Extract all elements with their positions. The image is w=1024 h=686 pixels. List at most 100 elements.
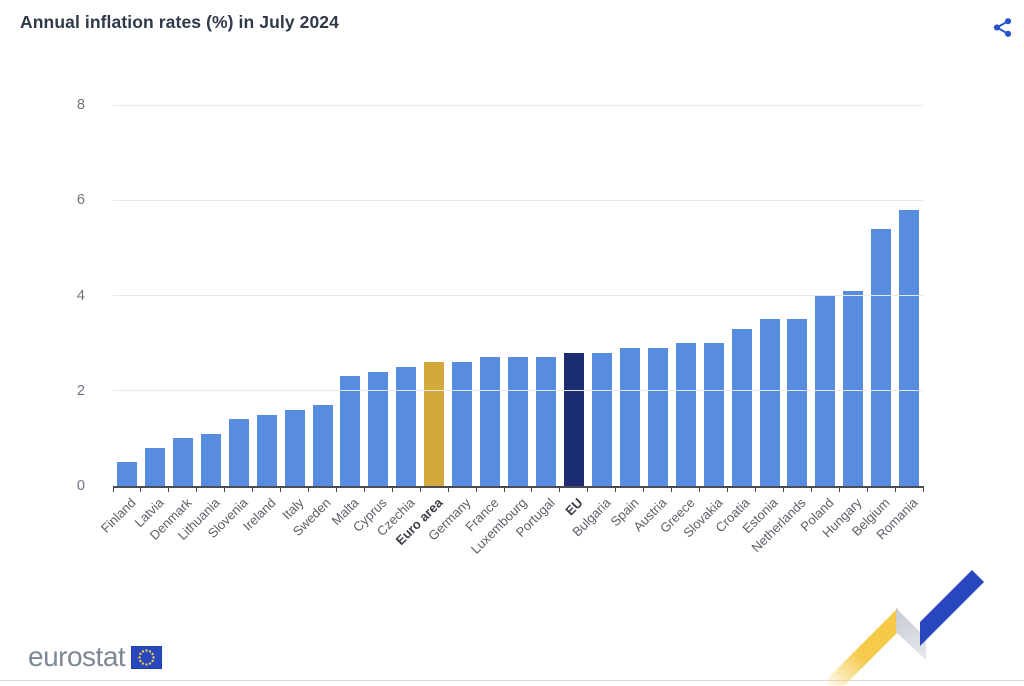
bar-slot <box>448 105 476 486</box>
bar-sweden[interactable] <box>312 405 333 486</box>
bar-hungary[interactable] <box>843 290 864 486</box>
x-axis-tick <box>475 486 477 492</box>
x-axis-tick <box>754 486 756 492</box>
bar-bulgaria[interactable] <box>591 352 612 486</box>
bar-slot <box>504 105 532 486</box>
bar-slot <box>895 105 923 486</box>
bar-lithuania[interactable] <box>200 433 221 486</box>
bar-slot <box>532 105 560 486</box>
bar-romania[interactable] <box>899 209 920 486</box>
x-axis-tick <box>363 486 365 492</box>
bar-belgium[interactable] <box>871 228 892 486</box>
bar-slot <box>839 105 867 486</box>
bar-finland[interactable] <box>116 462 137 486</box>
bar-malta[interactable] <box>340 376 361 486</box>
x-axis-tick <box>559 486 561 492</box>
x-axis-tick <box>391 486 393 492</box>
bar-slot <box>169 105 197 486</box>
x-axis-tick <box>140 486 142 492</box>
page-title: Annual inflation rates (%) in July 2024 <box>20 12 339 32</box>
x-axis-tick <box>419 486 421 492</box>
bar-greece[interactable] <box>675 343 696 486</box>
trend-ribbon-decoration <box>828 570 984 686</box>
x-axis-tick <box>447 486 449 492</box>
bar-slot <box>337 105 365 486</box>
bar-eu[interactable] <box>563 352 584 486</box>
bar-latvia[interactable] <box>144 447 165 486</box>
bar-luxembourg[interactable] <box>508 357 529 486</box>
share-icon <box>993 17 1011 37</box>
x-axis-tick <box>308 486 310 492</box>
bar-estonia[interactable] <box>759 319 780 486</box>
x-axis-tick <box>838 486 840 492</box>
bar-slot <box>364 105 392 486</box>
bar-slot <box>700 105 728 486</box>
bar-czechia[interactable] <box>396 366 417 486</box>
bar-slot <box>644 105 672 486</box>
bar-slot <box>141 105 169 486</box>
x-axis-tick <box>503 486 505 492</box>
bar-netherlands[interactable] <box>787 319 808 486</box>
y-axis-label: 2 <box>76 382 85 399</box>
bar-slot <box>560 105 588 486</box>
x-axis-tick <box>587 486 589 492</box>
x-axis-tick <box>810 486 812 492</box>
bar-slot <box>225 105 253 486</box>
x-axis-tick <box>894 486 896 492</box>
eurostat-logo-text: eurostat <box>28 641 126 672</box>
gridline <box>113 390 923 392</box>
bar-slot <box>281 105 309 486</box>
bar-spain[interactable] <box>619 347 640 486</box>
bar-slot <box>728 105 756 486</box>
x-axis-tick <box>252 486 254 492</box>
bar-slot <box>197 105 225 486</box>
bar-germany[interactable] <box>452 362 473 486</box>
bar-portugal[interactable] <box>536 357 557 486</box>
x-axis-tick <box>531 486 533 492</box>
bar-cyprus[interactable] <box>368 371 389 486</box>
gridline <box>113 295 923 296</box>
x-axis-tick <box>224 486 226 492</box>
y-axis-label: 4 <box>76 287 85 304</box>
bar-denmark[interactable] <box>172 438 193 486</box>
y-axis-label: 8 <box>76 97 85 113</box>
x-axis-tick <box>335 486 337 492</box>
x-axis-tick <box>643 486 645 492</box>
x-axis-tick <box>699 486 701 492</box>
y-axis-label: 6 <box>76 192 85 209</box>
bar-slot <box>616 105 644 486</box>
bars-row <box>113 105 923 486</box>
x-axis-tick <box>782 486 784 492</box>
bar-slot <box>253 105 281 486</box>
bar-france[interactable] <box>480 357 501 486</box>
eu-flag-icon <box>131 645 163 669</box>
bottom-divider <box>0 680 1024 681</box>
bar-slovakia[interactable] <box>703 343 724 486</box>
y-axis-label: 0 <box>76 478 85 494</box>
bar-slot <box>588 105 616 486</box>
bar-italy[interactable] <box>284 409 305 486</box>
bar-slot <box>113 105 141 486</box>
x-axis-tick <box>280 486 282 492</box>
x-axis-tick <box>671 486 673 492</box>
x-axis-tick <box>615 486 617 492</box>
gridline <box>113 104 923 106</box>
x-axis-tick <box>168 486 170 492</box>
eurostat-logo[interactable]: eurostat <box>28 641 163 672</box>
x-axis-tick <box>196 486 198 492</box>
bar-croatia[interactable] <box>731 328 752 486</box>
bar-slot <box>756 105 784 486</box>
plot-area: 0 2 4 6 8 Finland Latvia Denmark Lithuania Sloven… <box>77 97 924 557</box>
bar-slot <box>867 105 895 486</box>
x-axis-line <box>113 486 923 488</box>
bar-austria[interactable] <box>647 347 668 486</box>
bar-slovenia[interactable] <box>228 419 249 486</box>
bar-slot <box>672 105 700 486</box>
bar-slot <box>784 105 812 486</box>
x-axis-tick <box>866 486 868 492</box>
bar-euro-area[interactable] <box>424 362 445 486</box>
share-button[interactable] <box>989 14 1015 40</box>
gridline <box>113 199 923 201</box>
bar-ireland[interactable] <box>256 414 277 486</box>
